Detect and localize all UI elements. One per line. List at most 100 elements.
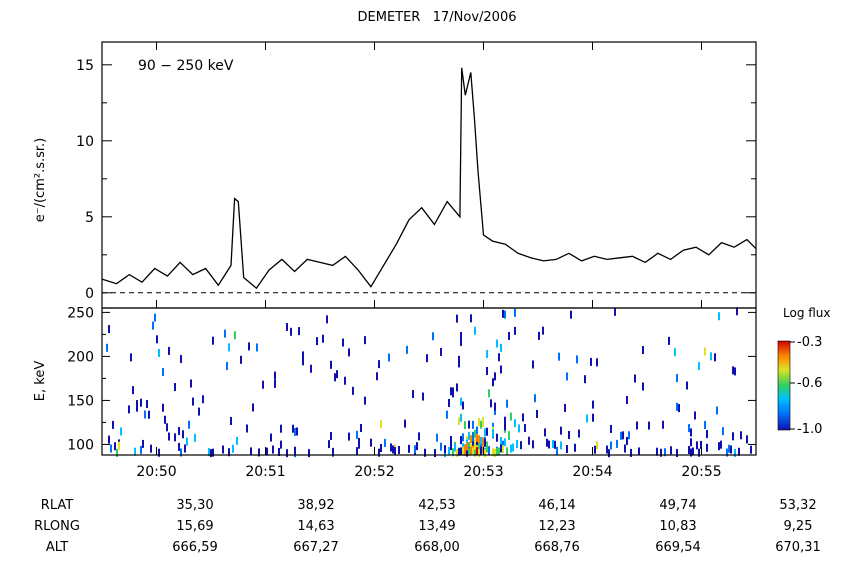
spectrogram-count [210,449,212,458]
spectrogram-count [378,360,380,369]
spectrogram-count [212,448,214,457]
spectrogram-count [538,331,540,340]
spectrogram-count [500,365,502,374]
spectrogram-count [316,337,318,346]
spectrogram-count [592,413,594,422]
spectrogram-count [636,421,638,430]
spectrogram-count [384,438,386,447]
spectrogram-count [236,436,238,445]
spectrogram-count [166,423,168,432]
spectrogram-count [486,349,488,358]
spectrogram-count [140,398,142,407]
spectrogram-count [408,444,410,453]
spectrogram-count [690,438,692,447]
time-x-tick-label: 20:55 [681,464,721,480]
spectrogram-count [460,337,462,346]
spectrogram-count [480,446,482,455]
colorbar-scale [777,340,791,431]
spectrogram-count [464,421,466,430]
spectrogram-count [500,444,502,453]
flux-panel: 90 − 250 keV e⁻/(cm².s.sr.) 0 5 10 15 [33,41,757,309]
spectrogram-count [722,427,724,436]
spectrogram-count [500,343,502,352]
spectrogram-frame [101,307,757,456]
spectrogram-count [180,355,182,364]
spectrogram-count [286,449,288,458]
spectrogram-count [274,371,276,380]
spectrogram-count [130,353,132,362]
spectrogram-count [740,431,742,440]
orbit-cell: 38,92 [297,498,334,513]
spectrogram-count [484,438,486,447]
spectrogram-count [542,326,544,335]
spectrogram-count [474,441,476,450]
spectrogram-count [336,370,338,379]
spectrogram-count [450,442,452,451]
spectrogram-count [162,403,164,412]
spectrogram-count [356,447,358,456]
spectrogram-count [106,343,108,352]
spectrogram-count [114,442,116,451]
spectrogram-count [594,445,596,454]
spectrogram-count [688,424,690,433]
spectrogram-count [738,447,740,456]
spectrogram-count [432,332,434,341]
spectrogram-count [642,346,644,355]
spectrogram-count [734,367,736,376]
spectrogram-count [280,424,282,433]
spectrogram-count [466,442,468,451]
spectrogram-count [552,440,554,449]
spectrogram-count [668,336,670,345]
spectrogram-count [426,354,428,363]
spectrogram-count [464,444,466,453]
spectrogram-count [256,343,258,352]
spectrogram-count [514,419,516,428]
spectrogram-count [274,379,276,388]
spectrogram-count [308,449,310,458]
spectrogram-count [226,362,228,371]
flux-y-tick-label: 15 [76,58,94,74]
energy-y-tick-label: 150 [67,393,94,409]
spectrogram-count [490,399,492,408]
spectrogram-count [548,440,550,449]
spectrogram-count [642,382,644,391]
spectrogram-count [614,307,616,316]
spectrogram-count [280,440,282,449]
spectrogram-count [450,387,452,396]
spectrogram-count [710,352,712,361]
spectrogram-count [168,346,170,355]
spectrogram-count [468,420,470,429]
time-x-tick-label: 20:50 [136,464,176,480]
spectrogram-count [608,449,610,458]
spectrogram-count [648,421,650,430]
spectrogram-count [630,448,632,457]
spectrogram-count [586,414,588,423]
spectrogram-count [224,329,226,338]
spectrogram-count [546,438,548,447]
spectrogram-count [476,426,478,435]
spectrogram-count [370,438,372,447]
spectrogram-count [440,347,442,356]
spectrogram-count [706,430,708,439]
spectrogram-count [192,397,194,406]
spectrogram-count [718,442,720,451]
spectrogram-count [228,448,230,457]
spectrogram-count [454,443,456,452]
spectrogram-count [688,445,690,454]
colorbar-tick-label-mid: -0.6 [797,376,822,391]
spectrogram-count [448,398,450,407]
spectrogram-count [544,428,546,437]
spectrogram-count [496,447,498,456]
spectrogram-count [294,427,296,436]
spectrogram-count [348,432,350,441]
spectrogram-count [676,402,678,411]
spectrogram-count [184,444,186,453]
spectrogram-count [458,417,460,426]
spectrogram-count [732,366,734,375]
spectrogram-count [504,422,506,431]
spectrogram-count [714,353,716,362]
spectrogram-count [458,355,460,364]
spectrogram-count [128,405,130,414]
spectrogram-count [670,446,672,455]
